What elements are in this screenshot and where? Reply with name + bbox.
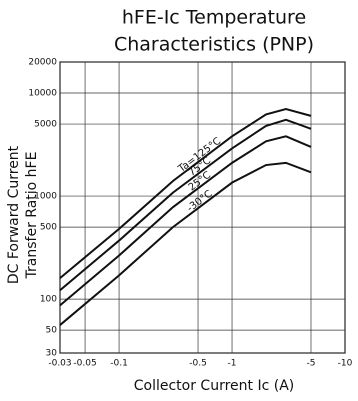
- x-tick-label: -1: [228, 359, 237, 369]
- chart-title: Characteristics (PNP): [114, 34, 314, 56]
- x-tick-label: -0.5: [189, 359, 207, 369]
- chart-title: hFE-Ic Temperature: [122, 7, 306, 29]
- y-tick-label: 500: [40, 223, 57, 233]
- x-axis-label: Collector Current Ic (A): [134, 378, 295, 394]
- x-tick-label: -0.1: [110, 359, 128, 369]
- curve: [59, 118, 312, 291]
- curve: [59, 107, 312, 279]
- y-tick-label: 30: [46, 349, 58, 359]
- y-axis-label: DC Forward Current: [6, 145, 22, 284]
- x-tick-label: -0.03: [48, 359, 71, 369]
- y-tick-label: 5000: [34, 120, 57, 130]
- y-axis-label: Transfer Ratio hFE: [24, 152, 40, 280]
- y-tick-label: 10000: [28, 89, 57, 99]
- curve-label: -30°C: [185, 189, 214, 215]
- y-tick-label: 50: [46, 326, 58, 336]
- y-tick-label: 20000: [28, 58, 57, 68]
- plot-frame: [59, 61, 346, 354]
- curve: [59, 161, 312, 326]
- y-tick-label: 100: [40, 295, 57, 305]
- curve: [59, 135, 312, 307]
- x-tick-label: -0.05: [73, 359, 96, 369]
- x-tick-label: -10: [338, 359, 353, 369]
- x-tick-label: -5: [307, 359, 316, 369]
- y-tick-label: 1000: [34, 192, 57, 202]
